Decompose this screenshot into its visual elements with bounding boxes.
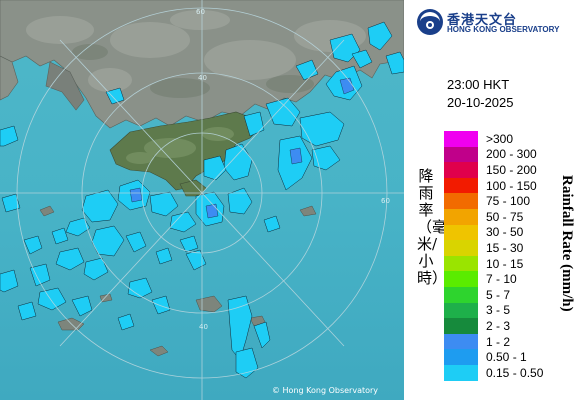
org-name-en: HONG KONG OBSERVATORY	[447, 25, 560, 34]
legend-row: 5 - 7	[444, 286, 569, 303]
legend-swatch	[444, 349, 478, 365]
legend-label: 3 - 5	[486, 303, 511, 318]
legend-row: 15 - 30	[444, 240, 569, 256]
legend-label: 50 - 75	[486, 209, 524, 224]
legend-label: 100 - 150	[486, 178, 537, 193]
legend-row: 0.15 - 0.50	[444, 364, 569, 381]
legend-row: 0.50 - 1	[444, 349, 569, 365]
legend-label: 10 - 15	[486, 256, 524, 271]
legend-swatch	[444, 318, 478, 334]
hko-logo: 香港天文台 HONG KONG OBSERVATORY	[416, 6, 576, 38]
legend-swatch	[444, 131, 478, 147]
legend-swatch	[444, 208, 478, 225]
legend-swatch	[444, 240, 478, 256]
legend-label: 5 - 7	[486, 287, 511, 302]
legend-label: 0.15 - 0.50	[486, 365, 544, 380]
legend-row: 10 - 15	[444, 255, 569, 272]
legend-title-cn: 降雨率（毫米/小時）	[417, 167, 448, 287]
copyright-credit: © Hong Kong Observatory	[272, 386, 379, 395]
legend-row: 1 - 2	[444, 333, 569, 350]
range-ring-labels: 40 40 60 60	[196, 8, 390, 331]
legend-swatch	[444, 146, 478, 163]
legend-row: 50 - 75	[444, 208, 569, 225]
rainfall-legend: >300 200 - 300 150 - 200 100 - 150 75 - 100 5…	[444, 131, 569, 381]
rain-echoes-moderate	[129, 77, 355, 219]
legend-swatch	[444, 364, 478, 381]
legend-row: 100 - 150	[444, 177, 569, 194]
legend-swatch	[444, 302, 478, 319]
legend-swatch	[444, 177, 478, 194]
legend-row: 30 - 50	[444, 224, 569, 241]
legend-label: >300	[486, 131, 514, 146]
legend-swatch	[444, 286, 478, 303]
legend-row: 2 - 3	[444, 318, 569, 334]
legend-row: 150 - 200	[444, 162, 569, 178]
legend-label: 75 - 100	[486, 194, 531, 209]
legend-label: 150 - 200	[486, 162, 537, 177]
legend-label: 15 - 30	[486, 240, 524, 255]
legend-row: 3 - 5	[444, 302, 569, 319]
legend-row: 200 - 300	[444, 146, 569, 163]
radar-map: 40 40 60 60 © Hong Kong Observatory	[0, 0, 404, 400]
legend-swatch	[444, 271, 478, 287]
legend-swatch	[444, 162, 478, 178]
range-rings	[0, 0, 404, 400]
legend-swatch	[444, 224, 478, 241]
legend-label: 1 - 2	[486, 334, 511, 349]
radar-time: 23:00 HKT	[447, 77, 510, 92]
legend-swatch	[444, 255, 478, 272]
radar-map-image: 40 40 60 60	[0, 0, 404, 400]
legend-label: 2 - 3	[486, 318, 511, 333]
legend-swatch	[444, 333, 478, 350]
hko-logo-icon	[417, 9, 443, 35]
range-label-north-40: 40	[198, 74, 207, 82]
land-texture	[26, 10, 366, 92]
legend-swatch	[444, 193, 478, 209]
legend-label: 0.50 - 1	[486, 350, 527, 365]
legend-panel: 香港天文台 HONG KONG OBSERVATORY 23:00 HKT 20…	[404, 0, 577, 400]
legend-label: 30 - 50	[486, 225, 524, 240]
land-dark-texture	[72, 44, 314, 98]
legend-row: 7 - 10	[444, 271, 569, 287]
radar-date: 20-10-2025	[447, 95, 514, 110]
range-label-south-40: 40	[199, 323, 208, 331]
legend-label: 7 - 10	[486, 272, 517, 287]
org-name-cn: 香港天文台	[447, 13, 518, 28]
range-label-east-60: 60	[381, 197, 390, 205]
range-label-north-60: 60	[196, 8, 205, 16]
legend-row: >300	[444, 131, 569, 147]
legend-label: 200 - 300	[486, 147, 537, 162]
legend-row: 75 - 100	[444, 193, 569, 209]
